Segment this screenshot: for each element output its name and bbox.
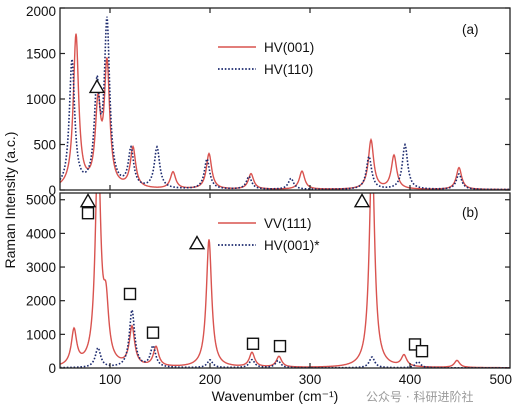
legend-label: VV(111) — [264, 216, 312, 231]
x-axis-title: Wavenumber (cm⁻¹) — [212, 388, 339, 404]
y-tick-label: 2000 — [26, 4, 56, 19]
square-marker — [146, 326, 160, 339]
square-marker — [408, 338, 422, 351]
panel-a: 0 500 1000 1500 2000 HV(001) HV(110) (a) — [26, 4, 511, 198]
panel-label: (b) — [462, 205, 479, 220]
series-line-hv-001 — [60, 33, 510, 190]
panel-frame — [59, 192, 511, 369]
y-tick-label: 1500 — [26, 47, 56, 62]
y-tick-label: 0 — [48, 361, 56, 376]
y-tick-label: 1000 — [26, 327, 56, 342]
square-marker — [415, 344, 429, 358]
square-marker — [246, 337, 260, 350]
y-tick-label: 2000 — [26, 294, 56, 309]
plot-root: 0 500 1000 1500 2000 HV(001) HV(110) (a) 0 1000 20… — [26, 4, 512, 404]
triangle-marker — [79, 193, 97, 208]
y-tick-label: 5000 — [26, 193, 56, 208]
triangle-marker — [353, 193, 371, 208]
legend-label: HV(001) — [264, 40, 314, 55]
panel-label: (a) — [462, 22, 479, 37]
square-marker — [273, 339, 287, 353]
legend-label: HV(001)* — [264, 238, 320, 253]
x-tick-label: 500 — [489, 372, 512, 387]
triangle-marker — [88, 78, 106, 94]
y-axis-title: Raman Intensity (a.c.) — [2, 132, 18, 269]
y-tick-label: 0 — [48, 183, 56, 198]
y-tick-label: 500 — [33, 138, 56, 153]
watermark-text: 公众号 · 科研进阶社 — [366, 389, 473, 404]
x-tick-label: 300 — [299, 372, 322, 387]
x-tick-label: 400 — [399, 372, 422, 387]
square-marker — [123, 287, 137, 301]
panel-b: 0 1000 2000 3000 4000 5000 100 200 300 400 500 Wave… — [26, 192, 512, 404]
square-marker — [81, 206, 95, 220]
x-tick-label: 200 — [199, 372, 222, 387]
x-tick-label: 100 — [99, 372, 122, 387]
y-tick-label: 1000 — [26, 92, 56, 107]
y-tick-label: 3000 — [26, 260, 56, 275]
legend-label: HV(110) — [264, 62, 313, 77]
series-line-hv-110 — [60, 16, 510, 190]
triangle-marker — [188, 235, 206, 250]
y-tick-label: 4000 — [26, 226, 56, 241]
